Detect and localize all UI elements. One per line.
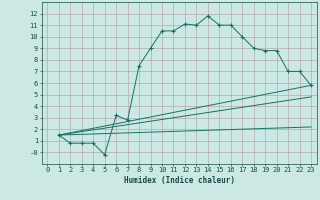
X-axis label: Humidex (Indice chaleur): Humidex (Indice chaleur) [124,176,235,185]
